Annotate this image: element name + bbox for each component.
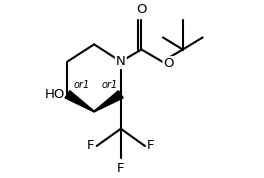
Text: HO: HO [44,88,65,101]
Text: or1: or1 [73,80,89,90]
Text: O: O [136,3,147,16]
Polygon shape [65,91,94,112]
Text: F: F [117,162,125,175]
Text: O: O [163,57,173,70]
Polygon shape [94,91,123,112]
Text: or1: or1 [101,80,118,90]
Text: N: N [116,55,126,68]
Text: F: F [147,139,154,152]
Text: F: F [87,139,95,152]
